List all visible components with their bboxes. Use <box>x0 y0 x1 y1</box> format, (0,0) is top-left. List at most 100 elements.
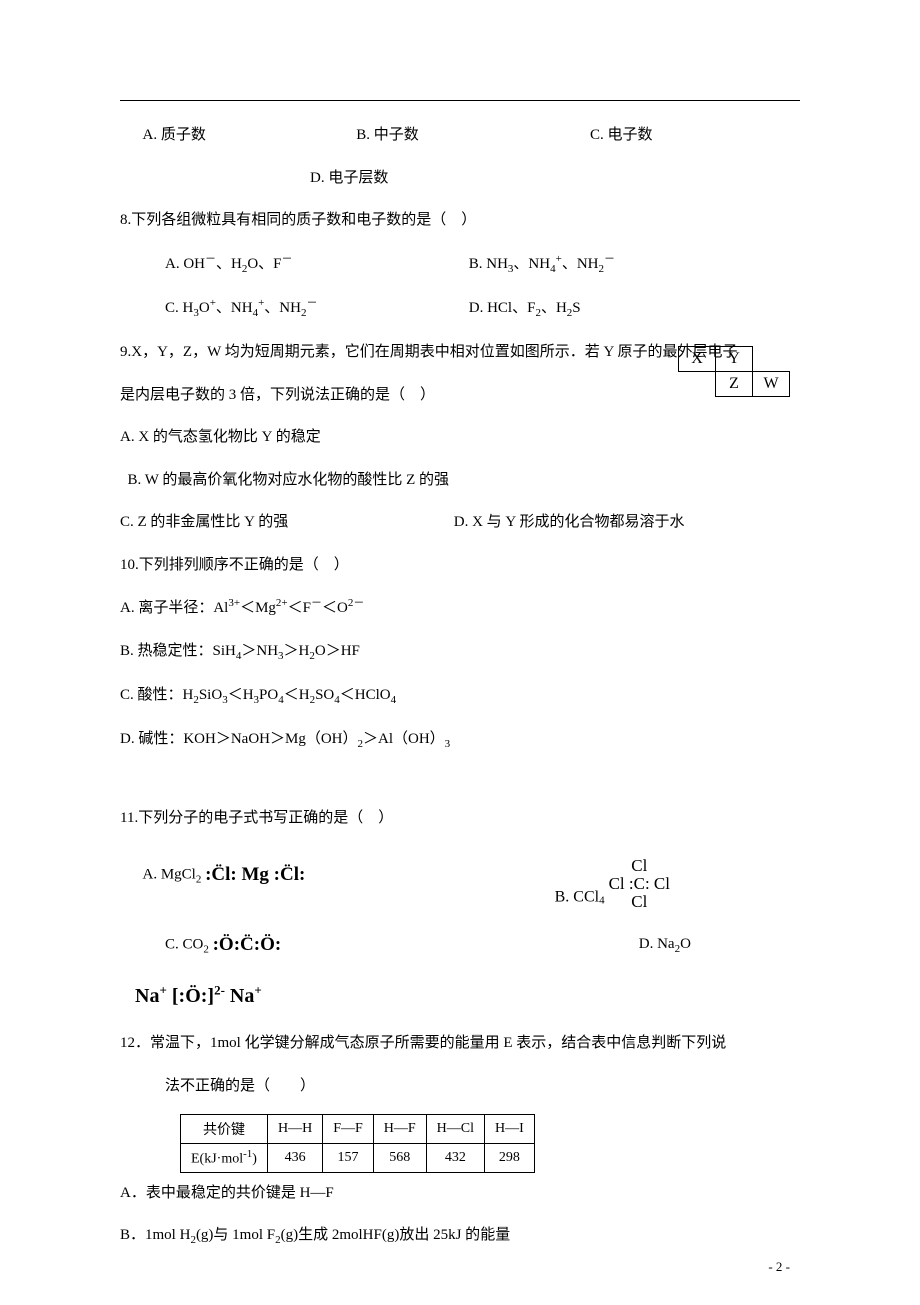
q9-opt-a: A. X 的气态氢化物比 Y 的稳定 <box>120 423 800 452</box>
t: + <box>254 982 261 997</box>
cell-empty <box>753 347 790 372</box>
cell: 432 <box>426 1144 484 1173</box>
t: B. NH <box>469 256 508 272</box>
t: 、H <box>216 256 242 272</box>
t: ＜HClO <box>340 687 391 703</box>
t: 、NH <box>216 300 253 316</box>
t: C. H <box>165 300 193 316</box>
q10-opt-a: A. 离子半径：Al3+＜Mg2+＜F－＜O2－ <box>120 593 800 623</box>
th: H—I <box>485 1115 535 1144</box>
cell: 157 <box>323 1144 374 1173</box>
t: O <box>680 936 691 952</box>
t: 4 <box>391 694 397 706</box>
th: H—F <box>373 1115 426 1144</box>
t: O＞HF <box>315 643 360 659</box>
q8-row2: C. H3O+、NH4+、NH2－ D. HCl、F2、H2S <box>120 293 800 324</box>
q9-opt-c: C. Z 的非金属性比 Y 的强 <box>120 508 450 537</box>
cell: 436 <box>267 1144 322 1173</box>
t: Cl <box>631 892 647 911</box>
t: 3 <box>445 738 451 750</box>
page-number: - 2 - <box>768 1259 790 1275</box>
mgcl2-lewis: :C̈l: Mg :C̈l: <box>205 864 305 885</box>
t: 、NH <box>513 256 550 272</box>
t: -1 <box>243 1148 252 1160</box>
q11-opt-c: C. CO2 :Ö:C̈:Ö: <box>143 927 613 963</box>
cell-x: X <box>679 347 716 372</box>
t: B．1mol H <box>120 1227 190 1243</box>
t: A. MgCl <box>143 866 196 882</box>
t: C. CO <box>165 936 203 952</box>
t: － <box>311 597 322 609</box>
t: [:Ö:] <box>172 985 214 1007</box>
t: S <box>572 300 580 316</box>
cell-y: Y <box>716 347 753 372</box>
t: － <box>604 253 615 265</box>
t: 2－ <box>348 597 365 609</box>
q12-opt-b: B．1mol H2(g)与 1mol F2(g)生成 2molHF(g)放出 2… <box>120 1221 800 1251</box>
q7-opt-b: B. 中子数 <box>356 121 586 150</box>
t: ＞NH <box>241 643 278 659</box>
table-row: 共价键 H—H F—F H—F H—Cl H—I <box>181 1115 535 1144</box>
t: A. 离子半径：Al <box>120 600 228 616</box>
t: 2+ <box>276 597 288 609</box>
t: 、NH <box>264 300 301 316</box>
cell: 298 <box>485 1144 535 1173</box>
q11-opt-b: B. CCl4 Cl Cl :C: Cl Cl <box>555 853 670 907</box>
t: 、H <box>541 300 567 316</box>
t: 4 <box>599 895 605 907</box>
q10-opt-d: D. 碱性：KOH＞NaOH＞Mg（OH）2＞Al（OH）3 <box>120 725 800 755</box>
t: A. OH <box>165 256 205 272</box>
q8-opt-b: B. NH3、NH4+、NH2－ <box>446 249 615 280</box>
q8-opt-d: D. HCl、F2、H2S <box>446 294 580 324</box>
q12-line2: 法不正确的是（ ） <box>165 1072 800 1101</box>
co2-lewis: :Ö:C̈:Ö: <box>213 934 282 955</box>
t: ＜Mg <box>240 600 276 616</box>
t: D. HCl、F <box>469 300 536 316</box>
q12-line1: 12．常温下，1mol 化学键分解成气态原子所需要的能量用 E 表示，结合表中信… <box>120 1029 800 1058</box>
q11-row2: C. CO2 :Ö:C̈:Ö: D. Na2O <box>120 927 800 963</box>
q7-opt-a: A. 质子数 <box>143 121 353 150</box>
q11-opt-a: A. MgCl2 :C̈l: Mg :C̈l: <box>120 857 305 893</box>
na2o-lewis-line: Na+ [:Ö:]2- Na+ <box>135 977 800 1015</box>
q9-opt-b: B. W 的最高价氧化物对应水化物的酸性比 Z 的强 <box>128 466 801 495</box>
q8-row1: A. OH－、H2O、F－ B. NH3、NH4+、NH2－ <box>120 249 800 280</box>
t: ＜H <box>228 687 254 703</box>
t: ＜F <box>288 600 311 616</box>
q11-stem: 11.下列分子的电子式书写正确的是（ ） <box>120 804 800 833</box>
t: SiO <box>199 687 222 703</box>
t: D. 碱性：KOH＞NaOH＞Mg（OH） <box>120 731 358 747</box>
periodic-fragment: X Y Z W <box>678 346 790 397</box>
t: C. 酸性：H <box>120 687 193 703</box>
cell: 568 <box>373 1144 426 1173</box>
t: ＞Al（OH） <box>363 731 445 747</box>
ccl4-lewis: Cl Cl :C: Cl Cl <box>609 857 670 911</box>
na2o-lewis: Na+ [:Ö:]2- Na+ <box>135 985 262 1007</box>
th: 共价键 <box>181 1115 268 1144</box>
cell-empty <box>679 372 716 397</box>
t: O <box>199 300 210 316</box>
t: ) <box>252 1152 257 1167</box>
t: 、NH <box>562 256 599 272</box>
q8-opt-a: A. OH－、H2O、F－ <box>143 249 443 280</box>
th: H—Cl <box>426 1115 484 1144</box>
q9-opt-d: D. X 与 Y 形成的化合物都易溶于水 <box>454 508 685 537</box>
t: B. 热稳定性：SiH <box>120 643 236 659</box>
q7-options-row1: A. 质子数 B. 中子数 C. 电子数 <box>120 121 800 150</box>
q10-opt-c: C. 酸性：H2SiO3＜H3PO4＜H2SO4＜HClO4 <box>120 681 800 711</box>
q7-options-row2: D. 电子层数 <box>120 164 800 193</box>
t: 2- <box>214 982 225 997</box>
t: O、F <box>247 256 281 272</box>
q10-stem: 10.下列排列顺序不正确的是（ ） <box>120 551 800 580</box>
t: (g)与 1mol F <box>196 1227 275 1243</box>
t: － <box>306 297 317 309</box>
t: + <box>159 982 166 997</box>
top-rule <box>120 100 800 101</box>
t: 2 <box>196 873 202 885</box>
q7-opt-d: D. 电子层数 <box>310 164 388 193</box>
t: － <box>205 253 216 265</box>
t: Na <box>135 985 159 1007</box>
q12-opt-a: A．表中最稳定的共价键是 H—F <box>120 1179 800 1208</box>
t: SO <box>315 687 334 703</box>
t: ＜H <box>284 687 310 703</box>
t: 3+ <box>228 597 240 609</box>
